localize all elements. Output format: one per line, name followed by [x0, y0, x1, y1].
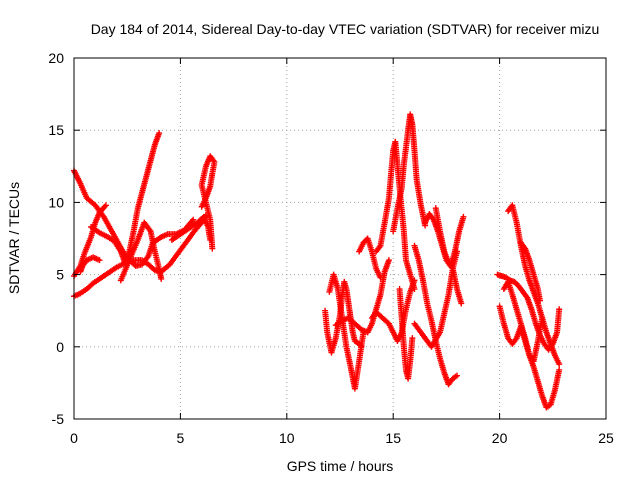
x-tick-label: 10: [279, 430, 295, 446]
data-point-marker: [458, 300, 465, 307]
data-point-marker: [377, 274, 384, 281]
series-arc-24: [505, 202, 563, 368]
data-point-marker: [77, 268, 84, 275]
data-point-marker: [156, 130, 163, 137]
y-tick-label: 0: [56, 339, 64, 355]
x-tick-label: 20: [492, 430, 508, 446]
data-points: [71, 111, 563, 411]
series-arc-16: [396, 286, 416, 382]
x-tick-label: 0: [70, 430, 78, 446]
plot-frame: [73, 57, 607, 420]
series-arc-13: [373, 138, 418, 293]
series-arc-25: [517, 239, 544, 304]
data-point-marker: [409, 335, 416, 342]
axis-ticks: 0 5 10 15 20 25 -5 0 5 10 15 20: [48, 50, 614, 446]
y-tick-label: -5: [52, 411, 65, 427]
data-point-marker: [556, 366, 563, 373]
series-arc-21: [494, 271, 563, 353]
grid-lines: [74, 58, 606, 419]
chart-title: Day 184 of 2014, Sidereal Day-to-day VTE…: [91, 21, 600, 37]
x-tick-label: 15: [385, 430, 401, 446]
series-arc-12: [356, 235, 384, 281]
data-point-marker: [537, 297, 544, 304]
data-point-marker: [158, 275, 165, 282]
series-arc-10: [326, 271, 367, 392]
data-point-marker: [454, 372, 461, 379]
y-tick-label: 10: [48, 194, 64, 210]
x-axis-label: GPS time / hours: [287, 458, 394, 474]
data-point-marker: [209, 245, 216, 252]
series-arc-15: [390, 111, 429, 235]
data-point-marker: [411, 277, 418, 284]
data-point-marker: [190, 216, 197, 223]
series-arc-8: [198, 153, 218, 252]
y-tick-label: 5: [56, 267, 64, 283]
y-tick-label: 15: [48, 122, 64, 138]
y-tick-label: 20: [48, 50, 64, 66]
data-point-marker: [556, 306, 563, 313]
data-point-marker: [460, 213, 467, 220]
series-arc-4: [77, 254, 103, 275]
series-arc-6: [117, 219, 165, 284]
series-arc-20: [432, 205, 465, 307]
series-arc-5: [88, 130, 163, 267]
data-point-marker: [102, 202, 109, 209]
x-tick-label: 25: [598, 430, 614, 446]
data-point-marker: [556, 361, 563, 368]
data-point-marker: [385, 257, 392, 264]
x-tick-label: 5: [177, 430, 185, 446]
y-axis-label: SDTVAR / TECUs: [6, 182, 22, 294]
